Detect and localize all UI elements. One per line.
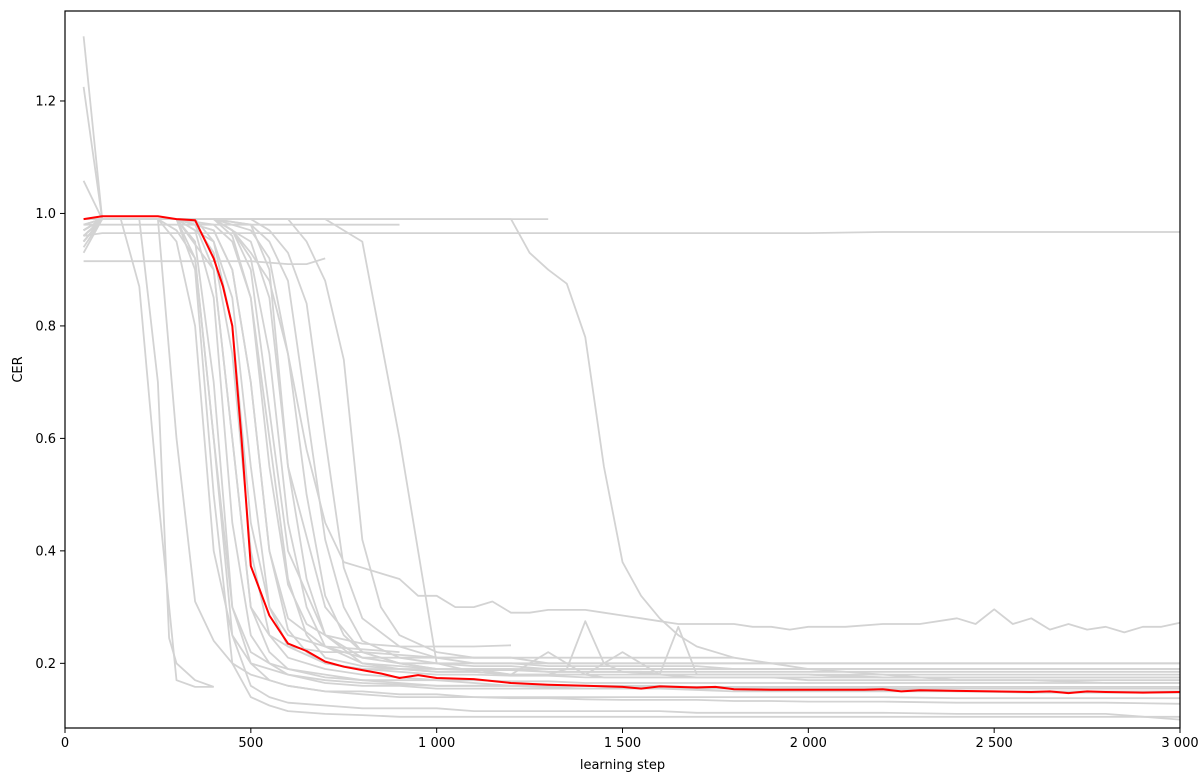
y-tick-label: 1.0 (35, 207, 56, 222)
series-line-run-14 (83, 218, 1181, 705)
y-tick-label: 0.8 (35, 319, 56, 334)
series-line-run-10 (82, 218, 214, 688)
y-axis: 0.2 0.4 0.6 0.8 1.0 1.2 (35, 94, 65, 672)
x-tick-label: 1 500 (604, 736, 641, 751)
series-line-run-33 (82, 218, 1180, 682)
y-tick-label: 0.2 (35, 657, 56, 672)
x-tick-label: 1 000 (418, 736, 455, 751)
x-tick-label: 500 (238, 736, 263, 751)
x-axis: 0 500 1 000 1 500 2 000 2 500 3 000 (61, 728, 1199, 751)
series-line-run-32 (83, 218, 1180, 679)
series-line-run-3 (82, 180, 1181, 634)
x-tick-label: 3 000 (1161, 736, 1198, 751)
series-line-mean (83, 215, 1181, 695)
series-line-run-15 (82, 218, 1180, 690)
series-line-run-27 (82, 218, 511, 659)
x-tick-label: 2 500 (976, 736, 1013, 751)
series-line-run-16 (82, 218, 1180, 688)
y-tick-label: 0.4 (35, 544, 56, 559)
series-line-run-20 (82, 218, 1180, 673)
series-line-run-2 (82, 86, 1180, 694)
background-runs (82, 36, 1181, 721)
series-line-run-29 (83, 218, 734, 659)
plot-frame (64, 10, 1181, 729)
series-line-run-12 (82, 218, 1180, 718)
series-line-run-13 (83, 218, 1181, 721)
series-line-run-9 (82, 218, 215, 688)
y-tick-label: 0.6 (35, 432, 56, 447)
series-line-run-30 (83, 218, 512, 648)
y-axis-label: CER (11, 356, 26, 382)
x-tick-label: 0 (61, 736, 69, 751)
series-line-run-31 (82, 218, 1180, 679)
series-line-run-5 (83, 231, 1180, 237)
y-tick-label: 1.2 (35, 94, 56, 109)
mean-series (83, 215, 1181, 695)
x-axis-label: learning step (580, 758, 665, 773)
x-tick-label: 2 000 (790, 736, 827, 751)
